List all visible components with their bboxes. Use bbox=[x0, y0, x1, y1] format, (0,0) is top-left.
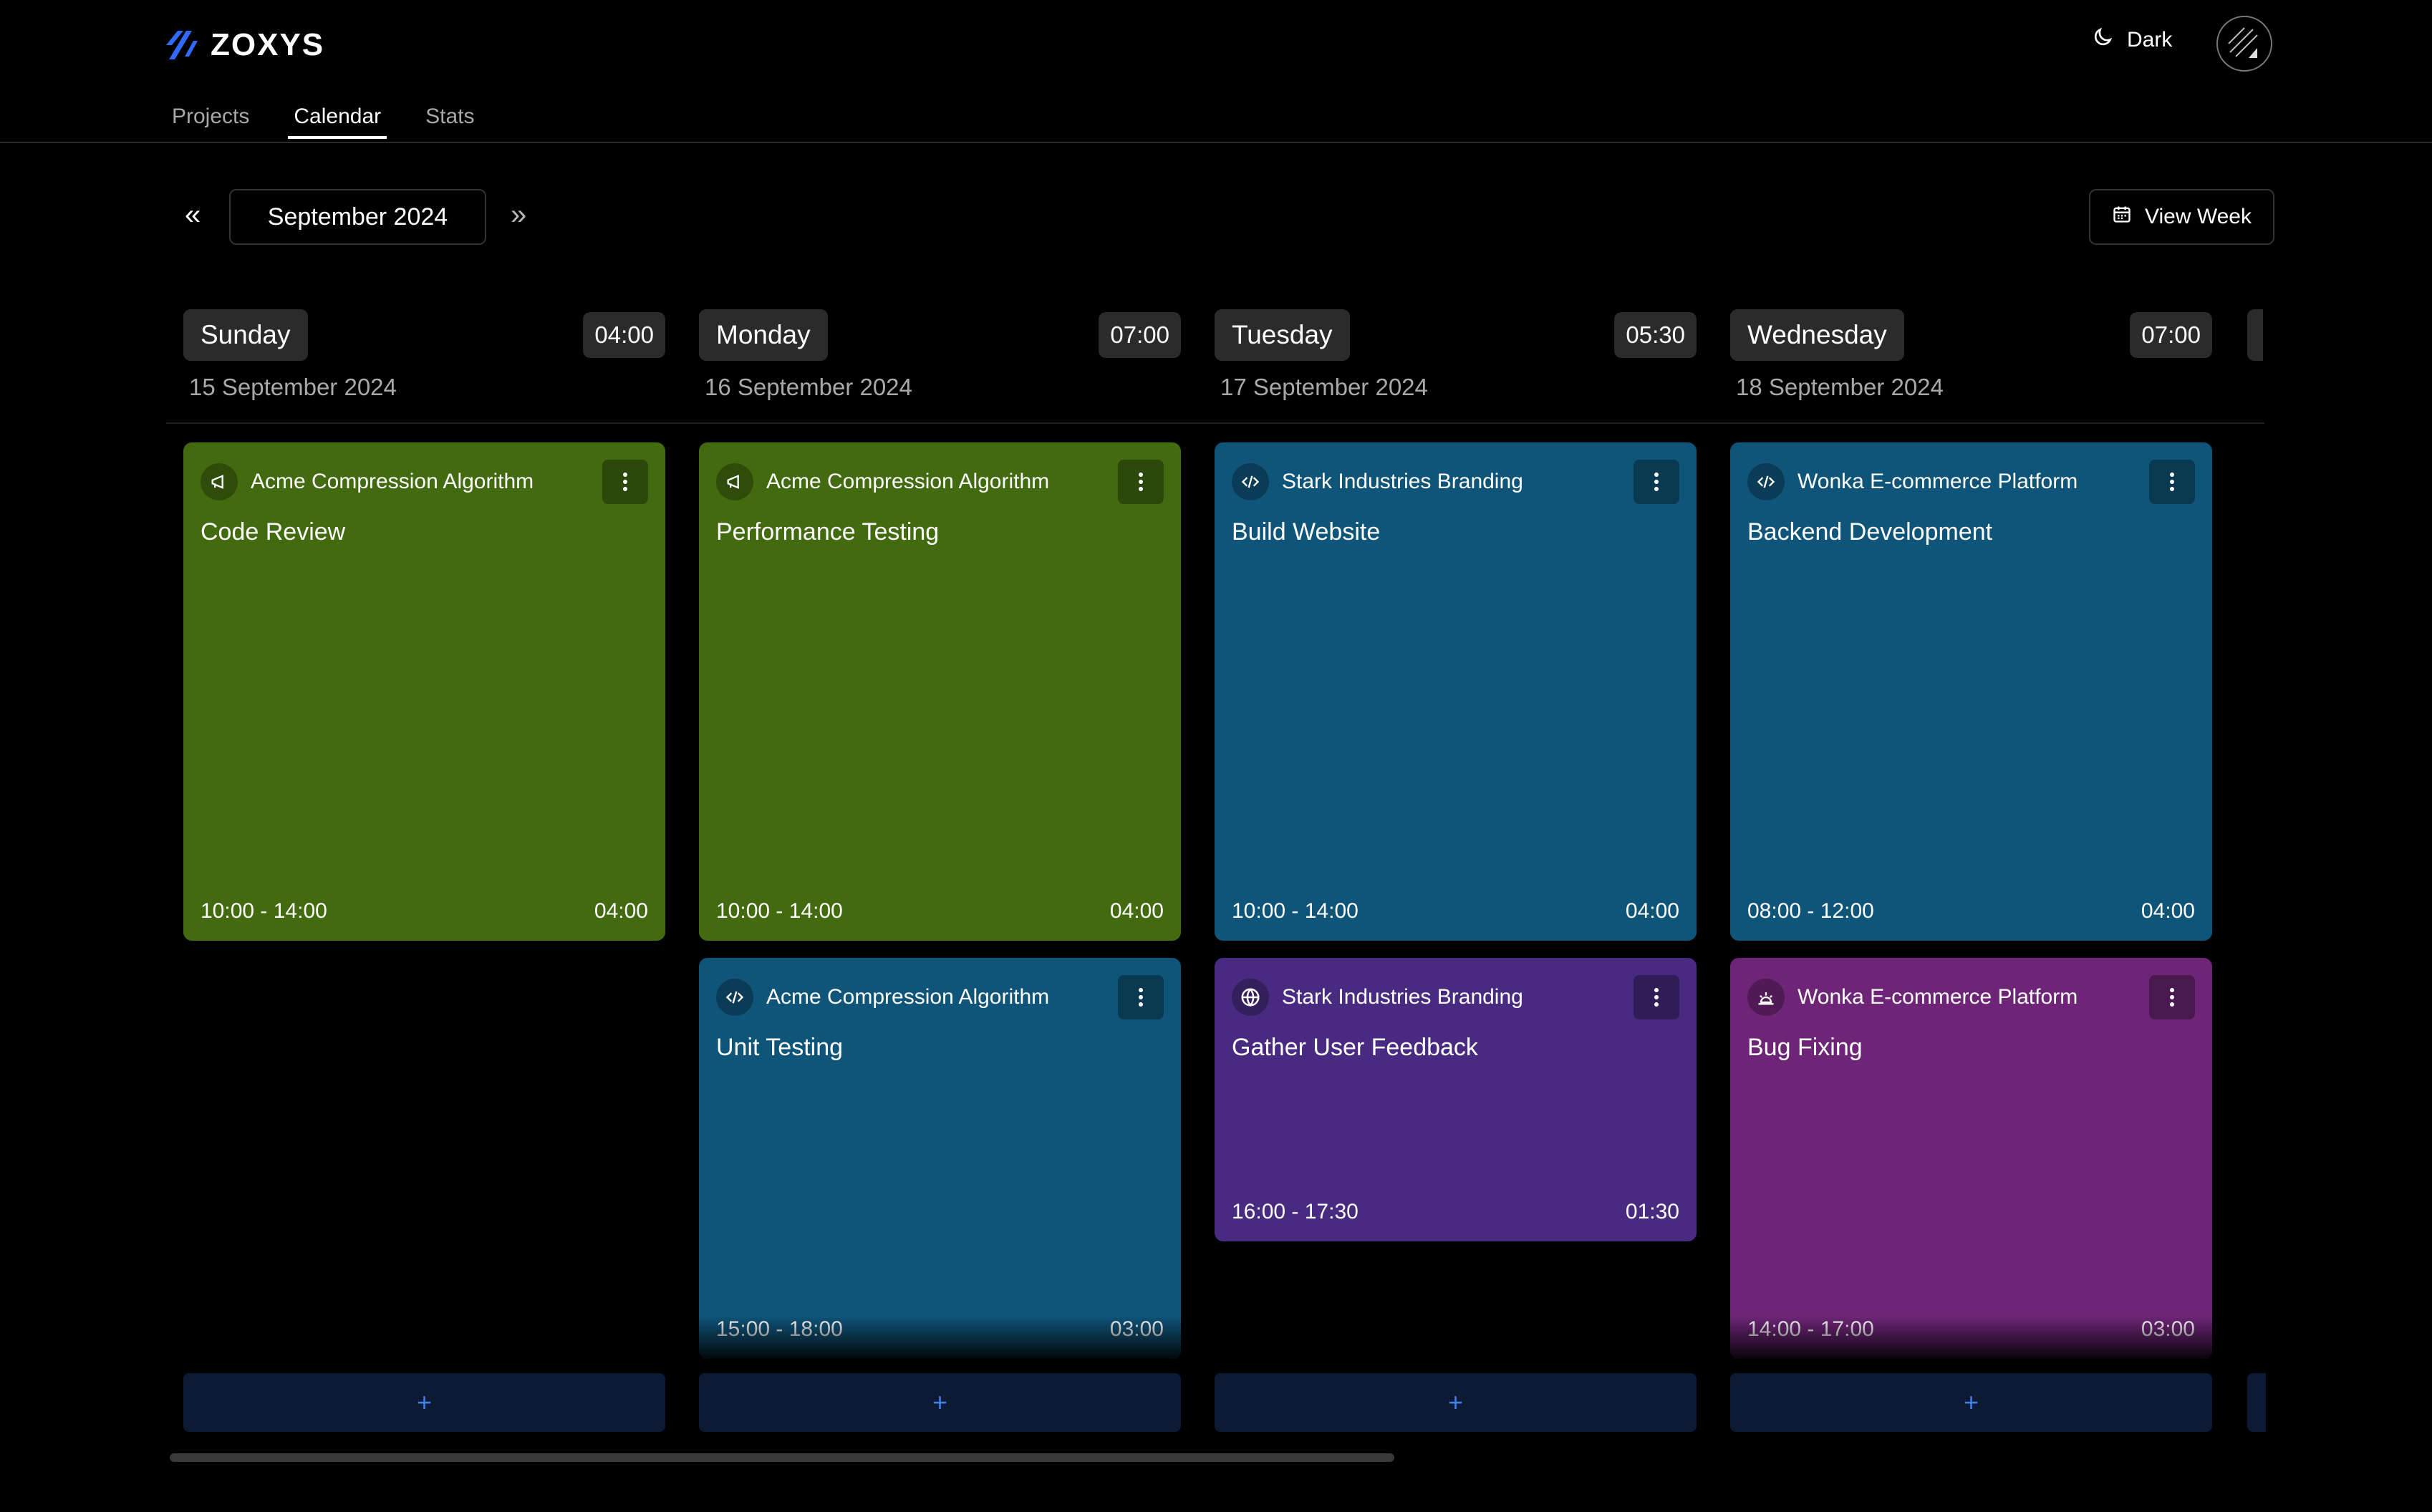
month-selector[interactable]: September 2024 bbox=[229, 189, 486, 245]
day-date: 15 September 2024 bbox=[189, 374, 397, 400]
task-time-range: 10:00 - 14:00 bbox=[716, 899, 843, 923]
task-title: Build Website bbox=[1232, 518, 1381, 546]
megaphone-icon bbox=[716, 463, 753, 500]
view-week-label: View Week bbox=[2145, 205, 2252, 228]
brand-logo[interactable]: ZOXYS bbox=[165, 27, 324, 63]
task-duration: 04:00 bbox=[2141, 899, 2195, 923]
task-duration: 01:30 bbox=[1625, 1200, 1679, 1223]
megaphone-icon bbox=[201, 463, 238, 500]
task-card[interactable]: Wonka E-commerce Platform Bug Fixing 14:… bbox=[1730, 958, 2212, 1359]
task-time-range: 10:00 - 14:00 bbox=[201, 899, 327, 923]
day-total-hours: 07:00 bbox=[1099, 312, 1181, 358]
view-week-button[interactable]: View Week bbox=[2089, 189, 2274, 245]
previous-month-button[interactable]: « bbox=[185, 199, 201, 231]
add-entry-button-thursday-partial[interactable] bbox=[2247, 1373, 2266, 1432]
project-name: Acme Compression Algorithm bbox=[766, 470, 1050, 493]
day-name: Wednesday bbox=[1730, 309, 1904, 361]
task-time-range: 16:00 - 17:30 bbox=[1232, 1200, 1359, 1223]
day-total-hours: 05:30 bbox=[1614, 312, 1697, 358]
logo-icon bbox=[165, 29, 198, 61]
task-title: Backend Development bbox=[1747, 518, 1993, 546]
day-column-monday: Monday 07:00 16 September 2024 bbox=[699, 309, 1181, 400]
day-date: 16 September 2024 bbox=[705, 374, 912, 400]
bug-icon bbox=[1747, 979, 1785, 1016]
project-name: Wonka E-commerce Platform bbox=[1798, 985, 2078, 1009]
task-title: Performance Testing bbox=[716, 518, 940, 546]
more-vertical-icon bbox=[1139, 472, 1143, 491]
task-time-range: 15:00 - 18:00 bbox=[716, 1317, 843, 1341]
code-icon bbox=[1232, 463, 1269, 500]
task-card[interactable]: Stark Industries Branding Gather User Fe… bbox=[1215, 958, 1697, 1241]
more-vertical-icon bbox=[623, 472, 627, 491]
task-card[interactable]: Acme Compression Algorithm Code Review 1… bbox=[183, 442, 665, 941]
more-vertical-icon bbox=[2170, 988, 2174, 1007]
add-entry-button-tuesday[interactable]: + bbox=[1215, 1373, 1697, 1432]
day-column-wednesday: Wednesday 07:00 18 September 2024 bbox=[1730, 309, 2212, 400]
task-card[interactable]: Acme Compression Algorithm Unit Testing … bbox=[699, 958, 1181, 1359]
day-date: 17 September 2024 bbox=[1220, 374, 1428, 400]
add-entry-button-sunday[interactable]: + bbox=[183, 1373, 665, 1432]
more-vertical-icon bbox=[1139, 988, 1143, 1007]
day-total-hours: 04:00 bbox=[583, 312, 665, 358]
globe-icon bbox=[1232, 979, 1269, 1016]
task-time-range: 10:00 - 14:00 bbox=[1232, 899, 1359, 923]
task-title: Gather User Feedback bbox=[1232, 1034, 1478, 1061]
add-entry-button-monday[interactable]: + bbox=[699, 1373, 1181, 1432]
theme-toggle-button[interactable]: Dark bbox=[2091, 26, 2172, 54]
task-duration: 04:00 bbox=[594, 899, 648, 923]
task-title: Code Review bbox=[201, 518, 346, 546]
nav-divider bbox=[0, 142, 2432, 143]
moon-icon bbox=[2091, 26, 2114, 54]
project-name: Acme Compression Algorithm bbox=[766, 985, 1050, 1009]
main-nav: Projects Calendar Stats bbox=[172, 105, 519, 139]
task-time-range: 08:00 - 12:00 bbox=[1747, 899, 1874, 923]
task-card[interactable]: Wonka E-commerce Platform Backend Develo… bbox=[1730, 442, 2212, 941]
avatar-pattern-icon bbox=[2228, 27, 2258, 58]
task-duration: 04:00 bbox=[1109, 899, 1164, 923]
task-duration: 03:00 bbox=[2141, 1317, 2195, 1341]
task-title: Unit Testing bbox=[716, 1034, 844, 1061]
task-duration: 03:00 bbox=[1109, 1317, 1164, 1341]
horizontal-scrollbar[interactable] bbox=[170, 1453, 1394, 1462]
day-name: Monday bbox=[699, 309, 828, 361]
next-month-button[interactable]: » bbox=[511, 199, 527, 231]
card-menu-button[interactable] bbox=[602, 460, 648, 504]
card-menu-button[interactable] bbox=[1634, 460, 1679, 504]
day-name: Sunday bbox=[183, 309, 308, 361]
task-card[interactable]: Stark Industries Branding Build Website … bbox=[1215, 442, 1697, 941]
code-icon bbox=[716, 979, 753, 1016]
more-vertical-icon bbox=[1654, 988, 1659, 1007]
project-name: Wonka E-commerce Platform bbox=[1798, 470, 2078, 493]
project-name: Stark Industries Branding bbox=[1282, 985, 1523, 1009]
tab-stats[interactable]: Stats bbox=[425, 105, 475, 128]
card-menu-button[interactable] bbox=[1118, 460, 1164, 504]
day-date: 18 September 2024 bbox=[1736, 374, 1944, 400]
task-title: Bug Fixing bbox=[1747, 1034, 1863, 1061]
avatar[interactable] bbox=[2216, 16, 2272, 72]
project-name: Acme Compression Algorithm bbox=[251, 470, 534, 493]
day-column-sunday: Sunday 04:00 15 September 2024 bbox=[183, 309, 665, 400]
task-duration: 04:00 bbox=[1625, 899, 1679, 923]
calendar-icon bbox=[2112, 204, 2132, 230]
card-menu-button[interactable] bbox=[1634, 975, 1679, 1019]
tab-calendar[interactable]: Calendar bbox=[288, 105, 387, 139]
day-column-thursday-partial bbox=[2247, 309, 2263, 361]
more-vertical-icon bbox=[1654, 472, 1659, 491]
theme-label: Dark bbox=[2127, 28, 2173, 52]
add-entry-button-wednesday[interactable]: + bbox=[1730, 1373, 2212, 1432]
code-icon bbox=[1747, 463, 1785, 500]
task-time-range: 14:00 - 17:00 bbox=[1747, 1317, 1874, 1341]
day-total-hours: 07:00 bbox=[2130, 312, 2212, 358]
header-divider bbox=[166, 422, 2264, 424]
brand-name: ZOXYS bbox=[211, 27, 325, 62]
more-vertical-icon bbox=[2170, 472, 2174, 491]
task-card[interactable]: Acme Compression Algorithm Performance T… bbox=[699, 442, 1181, 941]
day-column-tuesday: Tuesday 05:30 17 September 2024 bbox=[1215, 309, 1697, 400]
card-menu-button[interactable] bbox=[2149, 975, 2195, 1019]
card-menu-button[interactable] bbox=[1118, 975, 1164, 1019]
card-menu-button[interactable] bbox=[2149, 460, 2195, 504]
project-name: Stark Industries Branding bbox=[1282, 470, 1523, 493]
day-name: Tuesday bbox=[1215, 309, 1350, 361]
tab-projects[interactable]: Projects bbox=[172, 105, 250, 128]
